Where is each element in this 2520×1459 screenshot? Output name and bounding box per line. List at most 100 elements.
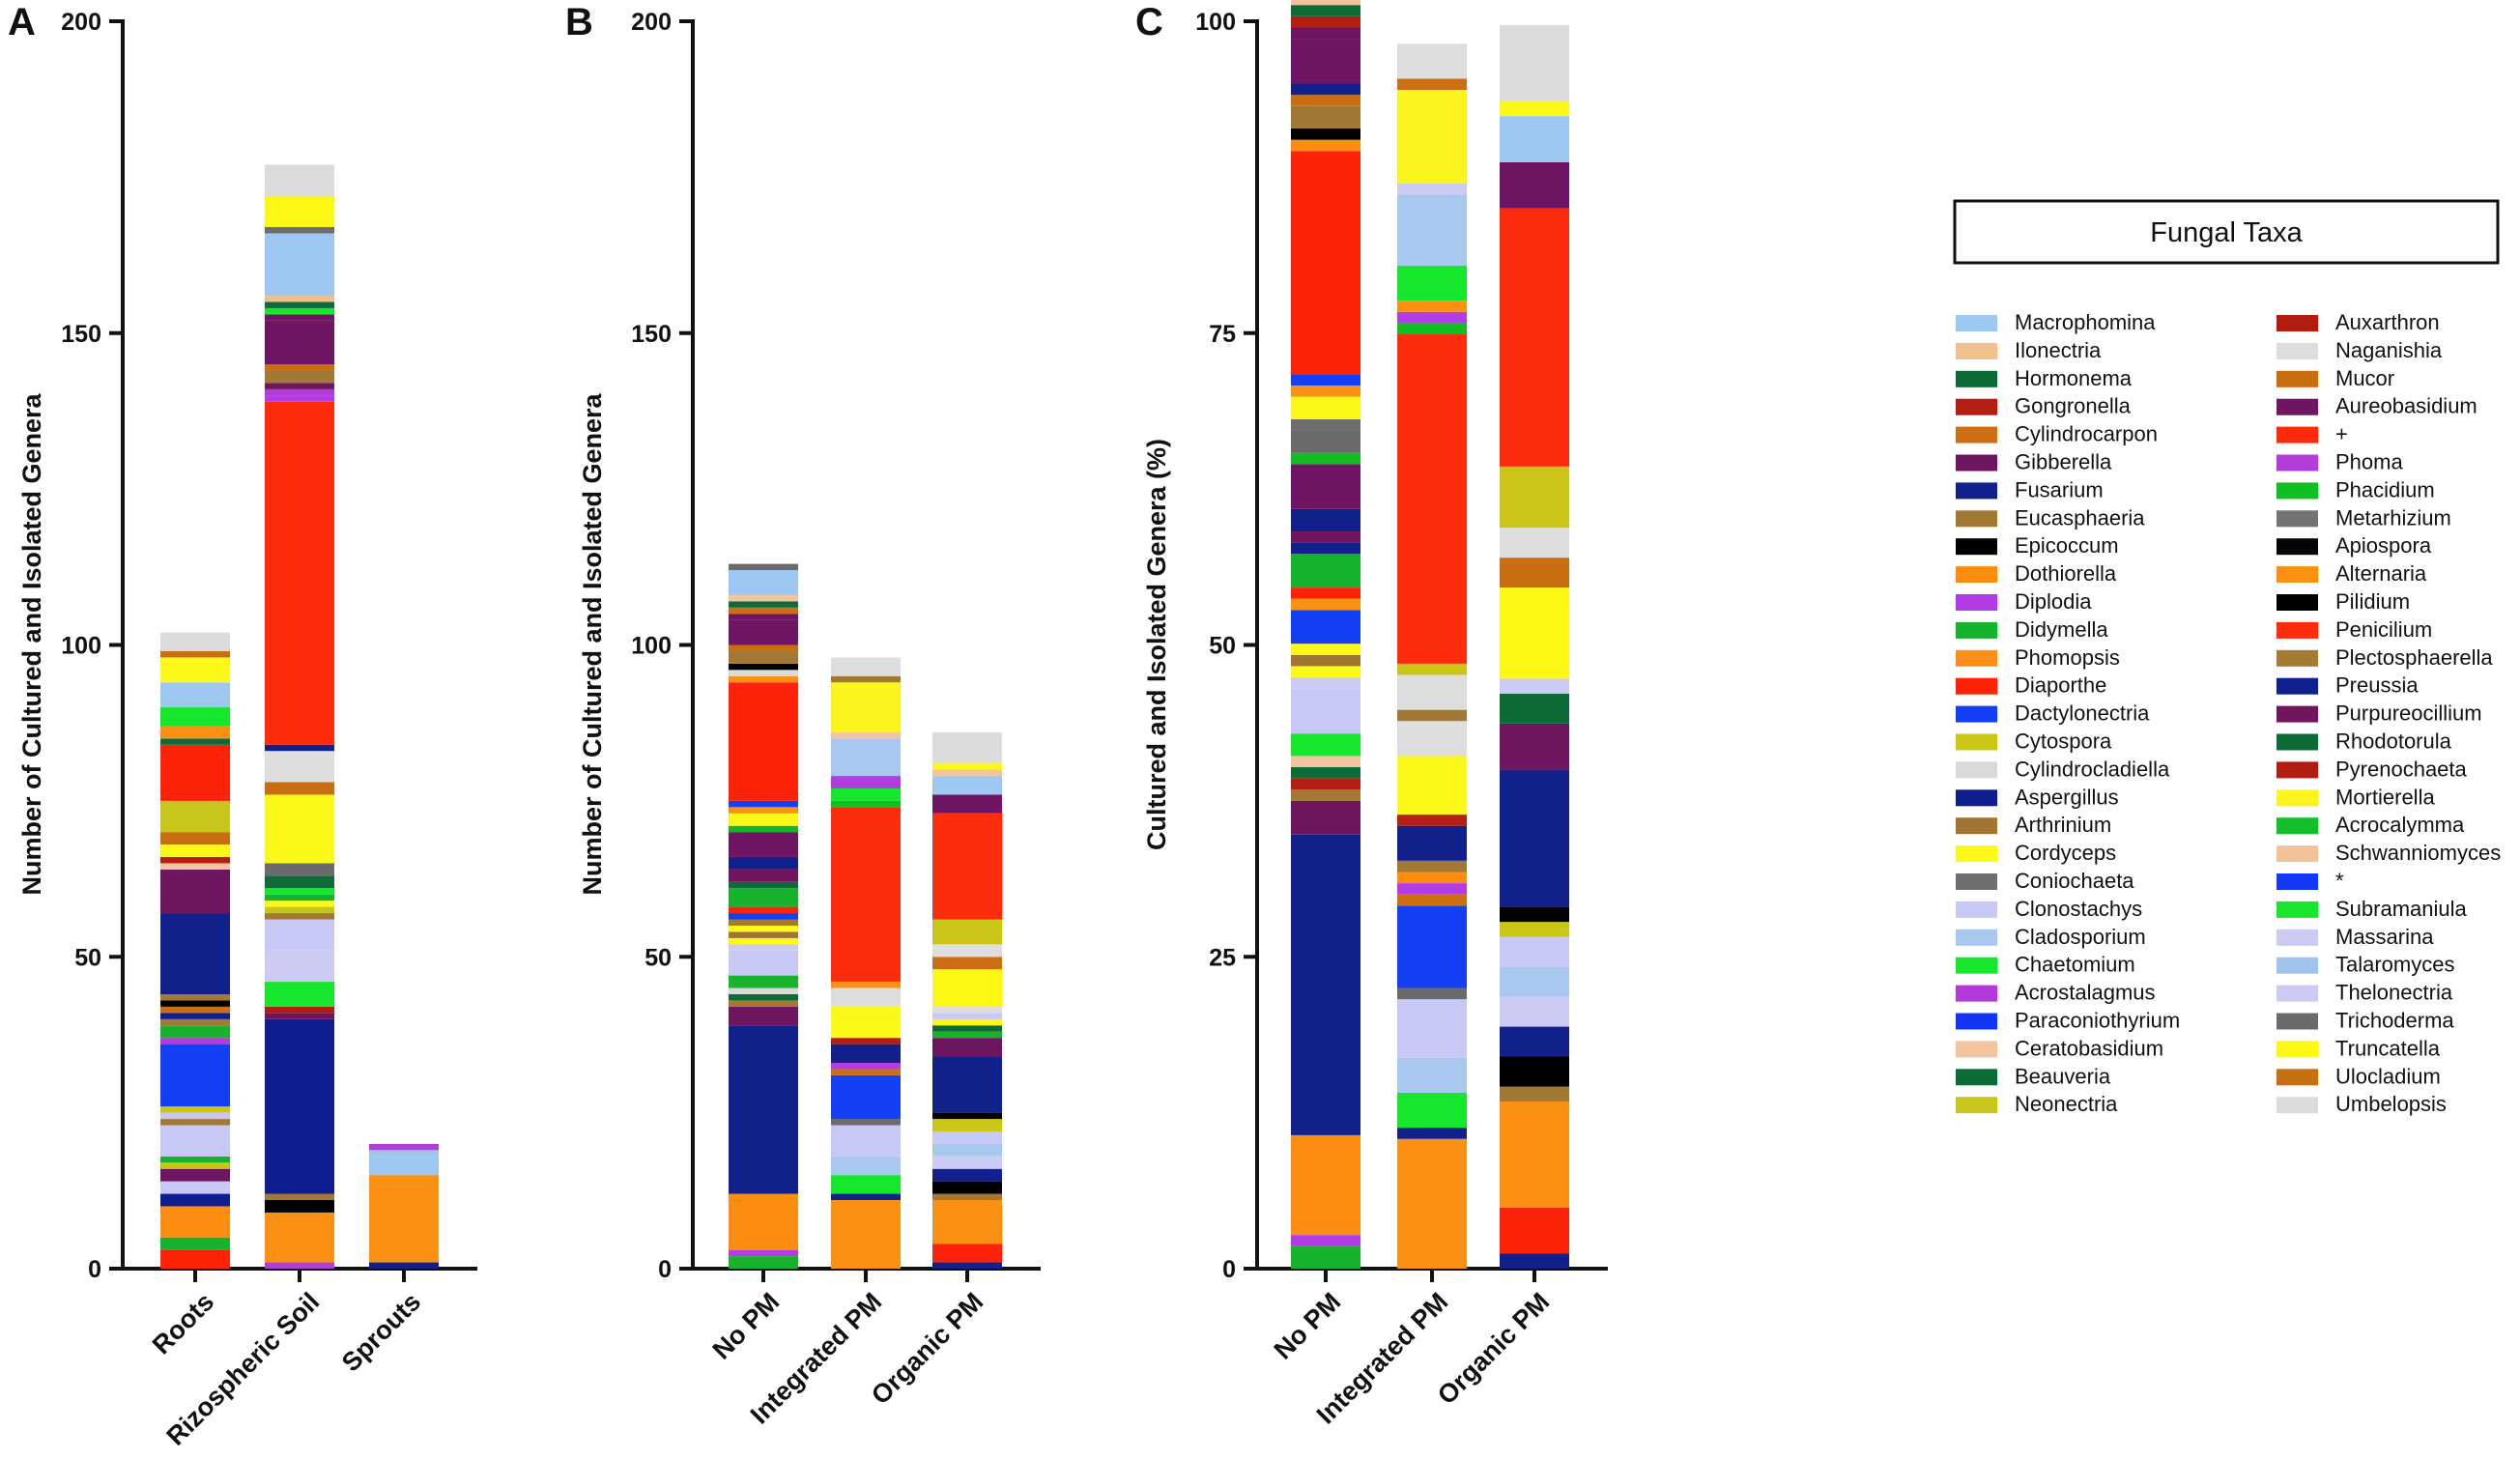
bar-segment: [265, 782, 334, 795]
bar-segment: [1291, 464, 1360, 509]
bar-segment: [265, 1262, 334, 1269]
legend-swatch: [2277, 1013, 2318, 1030]
legend-swatch: [1956, 985, 1997, 1002]
legend-label: Mortierella: [2335, 785, 2435, 809]
bar-segment: [1291, 39, 1360, 84]
bar-segment: [369, 1262, 439, 1269]
bar-segment: [729, 1000, 798, 1007]
legend-item: Didymella: [1956, 617, 2108, 642]
bar-segment: [729, 650, 798, 664]
legend-swatch: [1956, 901, 1997, 918]
legend-label: Ilonectria: [2015, 338, 2102, 362]
legend-item: Naganishia: [2277, 338, 2443, 362]
bar-segment: [1397, 1092, 1467, 1129]
legend-swatch: [2277, 677, 2318, 695]
legend-swatch: [1956, 649, 1997, 667]
bar-segment: [1291, 139, 1360, 152]
legend-label: Plectosphaerella: [2335, 645, 2493, 670]
bar-segment: [265, 164, 334, 196]
legend-swatch: [1956, 677, 1997, 695]
bar-segment: [729, 1025, 798, 1194]
bar-segment: [1291, 654, 1360, 667]
legend-label: Pilidium: [2335, 589, 2410, 614]
legend-swatch: [2277, 873, 2318, 890]
bar-segment: [932, 1038, 1002, 1057]
legend-label: Aureobasidium: [2335, 394, 2477, 418]
bar-segment: [1291, 778, 1360, 790]
legend-swatch: [1956, 342, 1997, 359]
bar-segment: [1291, 666, 1360, 678]
bar-segment: [1500, 558, 1569, 588]
bar-segment: [369, 1175, 439, 1263]
legend-label: Gibberella: [2015, 450, 2112, 474]
legend-label: Chaetomium: [2015, 953, 2135, 977]
bar-segment: [1500, 1056, 1569, 1087]
bar-segment: [1397, 1128, 1467, 1139]
legend-item: Ulocladium: [2277, 1064, 2441, 1088]
bar-segment: [1500, 100, 1569, 117]
bar-segment: [729, 670, 798, 676]
legend-label: Thelonectria: [2335, 981, 2453, 1005]
legend-swatch: [1956, 426, 1997, 443]
bar-segment: [1500, 906, 1569, 923]
legend-label: Phacidium: [2335, 477, 2435, 501]
legend-swatch: [1956, 370, 1997, 387]
legend-label: Didymella: [2015, 617, 2108, 642]
bar-segment: [729, 937, 798, 945]
legend-item: Cordyceps: [1956, 841, 2116, 865]
bar-segment: [160, 869, 230, 914]
bar-segment: [160, 682, 230, 708]
bar-segment: [1500, 769, 1569, 907]
bar-segment: [932, 919, 1002, 945]
legend-label: Clonostachys: [2015, 897, 2142, 921]
bar-segment: [1397, 1138, 1467, 1269]
bar-segment: [1291, 95, 1360, 106]
bar-segment: [831, 1175, 901, 1194]
bar-segment: [729, 1006, 798, 1026]
bar-segment: [1291, 151, 1360, 375]
panel-letter: C: [1135, 1, 1163, 43]
legend-swatch: [2277, 594, 2318, 611]
legend-swatch: [2277, 370, 2318, 387]
bar-segment: [1397, 987, 1467, 1000]
bar-segment: [1397, 815, 1467, 826]
bar-segment: [729, 807, 798, 814]
bar-segment: [831, 1062, 901, 1070]
bar-segment: [1291, 554, 1360, 588]
legend-item: Cylindrocarpon: [1956, 422, 2158, 446]
bar-segment: [1500, 693, 1569, 724]
bar-segment: [1500, 723, 1569, 770]
legend-label: Apiospora: [2335, 533, 2432, 558]
legend-item: Gibberella: [1956, 450, 2112, 474]
legend-label: Cytospora: [2015, 730, 2112, 754]
category-label: Sprouts: [336, 1287, 426, 1377]
legend-swatch: [1956, 1013, 1997, 1030]
bar-segment: [160, 1193, 230, 1207]
legend-swatch: [2277, 482, 2318, 500]
legend-item: +: [2277, 422, 2348, 446]
y-tick-label: 150: [631, 321, 672, 348]
bar-segment: [265, 913, 334, 920]
bar-segment: [831, 738, 901, 777]
y-axis-title: Number of Cultured and Isolated Genera: [17, 392, 46, 895]
bar-segment: [729, 644, 798, 651]
y-tick-label: 0: [1222, 1256, 1236, 1283]
bar-segment: [265, 1006, 334, 1014]
bar-segment: [932, 776, 1002, 795]
bar-segment: [831, 1193, 901, 1200]
bar-segment: [1500, 1026, 1569, 1057]
legend-item: Fusarium: [1956, 477, 2104, 501]
legend-swatch: [1956, 454, 1997, 472]
bar-segment: [1291, 452, 1360, 465]
legend-item: Truncatella: [2277, 1036, 2441, 1060]
y-tick-label: 100: [1195, 9, 1236, 36]
bar-segment: [729, 931, 798, 938]
bar-segment: [831, 1044, 901, 1063]
bar-segment: [831, 682, 901, 732]
bar-segment: [265, 1212, 334, 1263]
bar-segment: [729, 619, 798, 645]
bar-segment: [729, 913, 798, 920]
bar-segment: [932, 1130, 1002, 1144]
bar-organic-pm: [932, 731, 1002, 1269]
legend-item: Phomopsis: [1956, 645, 2120, 670]
